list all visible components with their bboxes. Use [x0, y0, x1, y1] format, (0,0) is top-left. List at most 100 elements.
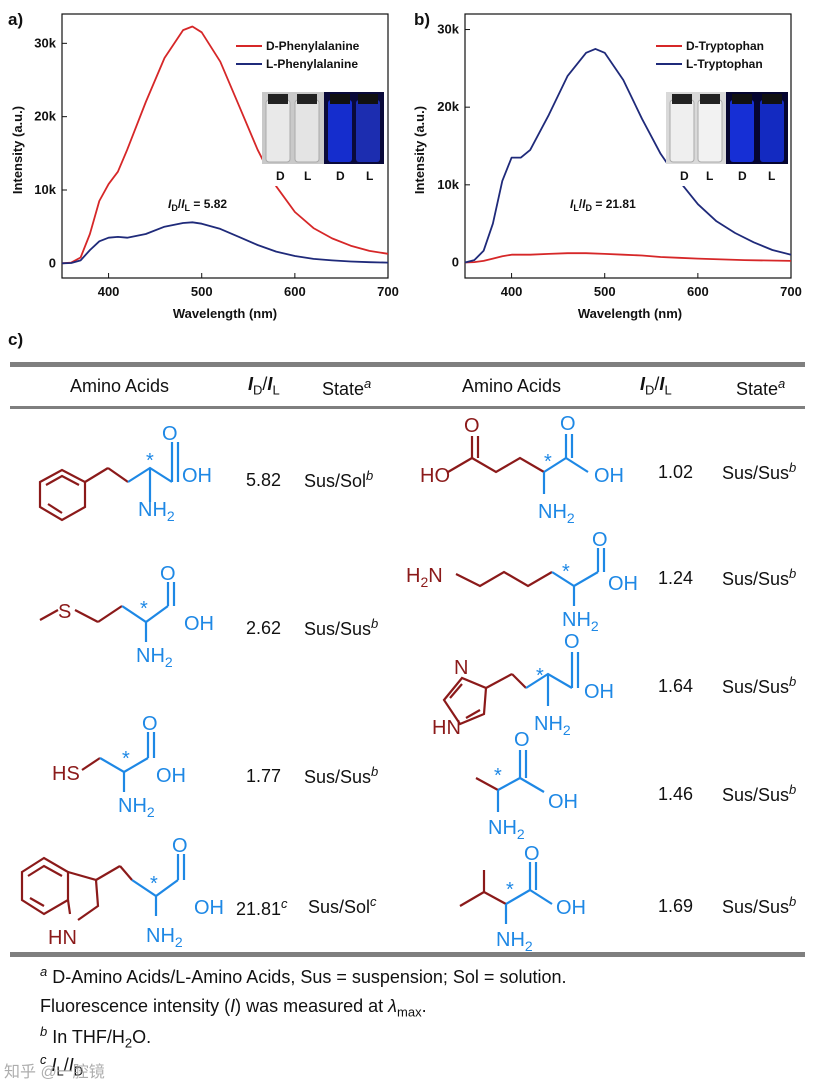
panel-c-label: c) [8, 330, 24, 349]
vial-photo-a: D L D L [262, 92, 384, 186]
chem-text: * [562, 561, 570, 583]
series-line-l-tryptophan [464, 48, 792, 264]
series-line-l-phenylalanine [61, 221, 389, 265]
chem-text: OH [182, 465, 212, 487]
chem-text: * [544, 451, 552, 473]
y-tick-label: 0 [452, 254, 459, 269]
chart-b-frame [464, 13, 792, 279]
structures: O OH NH2 * S O OH NH2 * HS O OH NH2 * [20, 413, 638, 954]
structure-lysine [455, 548, 606, 606]
series-line-d-phenylalanine [61, 25, 389, 265]
y-tick-label: 30k [34, 35, 56, 50]
y-tick-label: 10k [437, 177, 459, 192]
ratio-histidine: 1.64 [658, 676, 694, 696]
footnote-fluorescence: Fluorescence intensity (I) was measured … [40, 996, 427, 1020]
structure-tryptophan [20, 854, 186, 921]
chart-a-ylabel: Intensity (a.u.) [10, 106, 25, 194]
chem-text: * [536, 665, 544, 687]
state-phenylalanine: Sus/Solb [304, 468, 374, 491]
chem-text: NH2 [562, 609, 599, 634]
chem-text: NH2 [538, 501, 575, 526]
table-bottom-rule [10, 952, 805, 957]
chem-text: O [172, 835, 188, 857]
legend-a-text-2: L-Phenylalanine [266, 57, 358, 71]
footnote-b: b In THF/H2O. [40, 1024, 152, 1051]
ratio-glutamic-acid: 1.02 [658, 462, 694, 482]
ratio-methionine: 2.62 [246, 618, 282, 638]
chem-text: S [58, 601, 71, 623]
chem-text: HN [432, 717, 461, 739]
header-state-right: Statea [736, 376, 786, 399]
header-amino-acids-left: Amino Acids [70, 376, 170, 396]
vial-b-label-2: L [706, 169, 713, 183]
chart-b-ratio: IL/ID = 21.81 [570, 197, 636, 213]
y-tick-label: 30k [437, 22, 459, 37]
x-tick-label: 600 [687, 284, 709, 299]
ratio-lysine: 1.24 [658, 568, 694, 588]
legend-a-text-1: D-Phenylalanine [266, 39, 360, 53]
vial-a-label-3: D [336, 169, 345, 183]
chem-text: NH2 [496, 929, 533, 954]
chart-b-xlabel: Wavelength (nm) [578, 306, 682, 321]
footnote-a: a D-Amino Acids/L-Amino Acids, Sus = sus… [40, 964, 567, 987]
structure-phenylalanine [38, 442, 180, 522]
header-ratio-left: ID/IL [248, 374, 280, 398]
header-amino-acids-right: Amino Acids [462, 376, 562, 396]
chem-text: * [146, 450, 154, 472]
chem-text: NH2 [534, 713, 571, 738]
series-line-d-tryptophan [464, 252, 792, 264]
header-ratio-right: ID/IL [640, 374, 672, 398]
state-tryptophan: Sus/Solc [308, 894, 377, 917]
state-cysteine: Sus/Susb [304, 764, 379, 787]
table-header-rule [10, 406, 805, 409]
chem-text: O [524, 843, 540, 865]
vial-b-label-4: L [768, 169, 775, 183]
chem-text: OH [594, 465, 624, 487]
structure-histidine [442, 652, 580, 726]
chart-a-ratio: ID/IL = 5.82 [168, 197, 227, 213]
x-tick-label: 400 [98, 284, 120, 299]
panel-b-label: b) [414, 10, 431, 29]
x-tick-label: 600 [284, 284, 306, 299]
state-methionine: Sus/Susb [304, 616, 379, 639]
y-tick-label: 20k [437, 99, 459, 114]
vial-a-label-4: L [366, 169, 373, 183]
vial-b-label-3: D [738, 169, 747, 183]
chem-text: OH [608, 573, 638, 595]
chem-text: OH [548, 791, 578, 813]
structure-valine [459, 862, 553, 924]
x-tick-label: 400 [501, 284, 523, 299]
chart-a-frame [61, 13, 389, 279]
chem-text: O [560, 413, 576, 435]
state-alanine: Sus/Susb [722, 782, 797, 805]
chem-text: O [592, 529, 608, 551]
chart-b-ylabel: Intensity (a.u.) [412, 106, 427, 194]
chem-text: HS [52, 763, 80, 785]
chem-text: OH [194, 897, 224, 919]
ratio-phenylalanine: 5.82 [246, 470, 282, 490]
vial-a-label-2: L [304, 169, 311, 183]
chem-text: NH2 [488, 817, 525, 842]
legend-b-text-2: L-Tryptophan [686, 57, 763, 71]
structure-glutamic-acid [447, 434, 589, 494]
chem-text: O [564, 631, 580, 653]
state-lysine: Sus/Susb [722, 566, 797, 589]
chem-text: OH [156, 765, 186, 787]
chem-text: NH2 [118, 795, 155, 820]
x-tick-label: 700 [377, 284, 399, 299]
header-state-left: Statea [322, 376, 372, 399]
chem-text: NH2 [136, 645, 173, 670]
chem-text: H2N [406, 565, 443, 590]
ratio-tryptophan: 21.81c [236, 896, 288, 919]
chem-text: NH2 [138, 499, 175, 524]
chem-text: HO [420, 465, 450, 487]
chem-text: * [494, 765, 502, 787]
table-top-rule [10, 362, 805, 367]
state-glutamic-acid: Sus/Susb [722, 460, 797, 483]
y-tick-label: 0 [49, 255, 56, 270]
x-tick-label: 500 [191, 284, 213, 299]
footnote-c: c IL/ID [40, 1052, 84, 1079]
x-tick-label: 500 [594, 284, 616, 299]
vial-b-label-1: D [680, 169, 689, 183]
